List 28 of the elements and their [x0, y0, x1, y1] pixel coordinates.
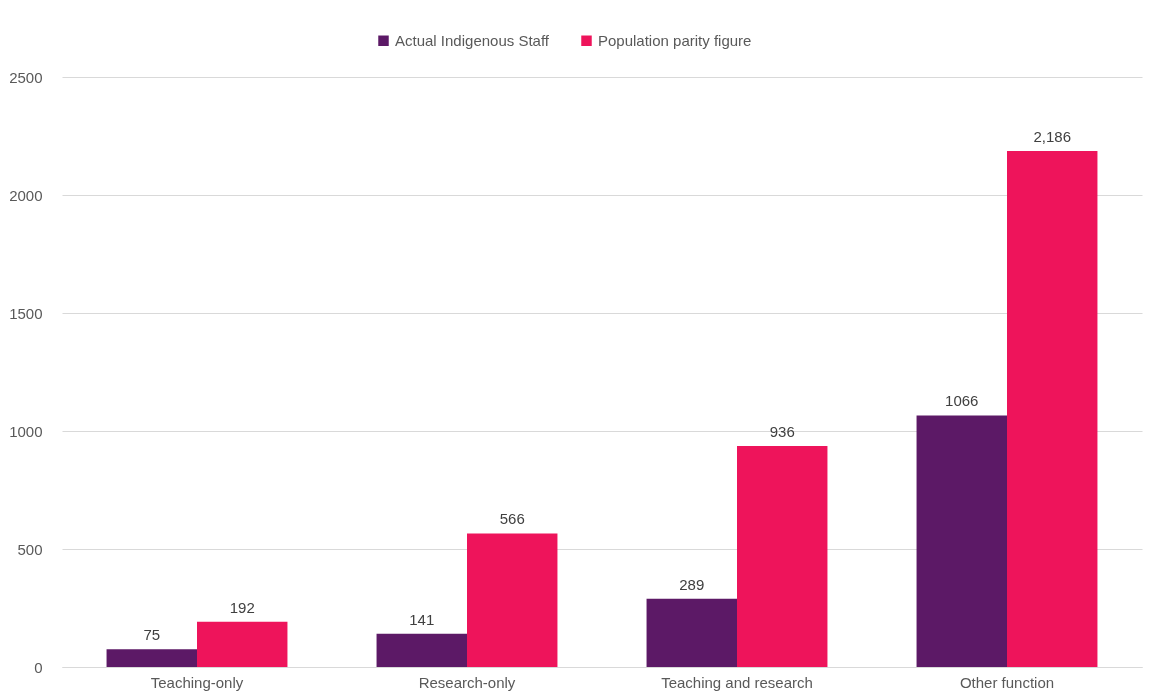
y-tick-label: 2000 — [9, 186, 43, 204]
bar — [737, 446, 828, 667]
bar — [197, 621, 288, 667]
y-tick-label: 2500 — [9, 68, 43, 86]
x-tick-label: Other function — [959, 673, 1055, 691]
data-label: 289 — [679, 575, 705, 593]
legend-label: Population parity figure — [598, 31, 752, 49]
bar — [376, 633, 467, 667]
data-label: 75 — [143, 626, 161, 644]
bar — [106, 649, 197, 667]
data-label: 1066 — [945, 392, 979, 410]
x-tick-label: Teaching and research — [661, 673, 813, 691]
bar — [916, 415, 1007, 667]
x-tick-label: Research-only — [418, 673, 516, 691]
data-label: 192 — [229, 598, 255, 616]
data-label: 2,186 — [1033, 128, 1071, 146]
data-label: 141 — [409, 610, 435, 628]
bar — [467, 533, 558, 667]
y-tick-label: 0 — [34, 658, 43, 676]
y-tick-label: 500 — [17, 540, 43, 558]
legend-label: Actual Indigenous Staff — [395, 31, 550, 49]
bar — [1007, 151, 1098, 667]
data-label: 936 — [769, 423, 795, 441]
y-tick-label: 1500 — [9, 304, 43, 322]
bar — [646, 598, 737, 667]
x-tick-label: Teaching-only — [150, 673, 244, 691]
y-tick-label: 1000 — [9, 422, 43, 440]
data-label: 566 — [499, 510, 525, 528]
